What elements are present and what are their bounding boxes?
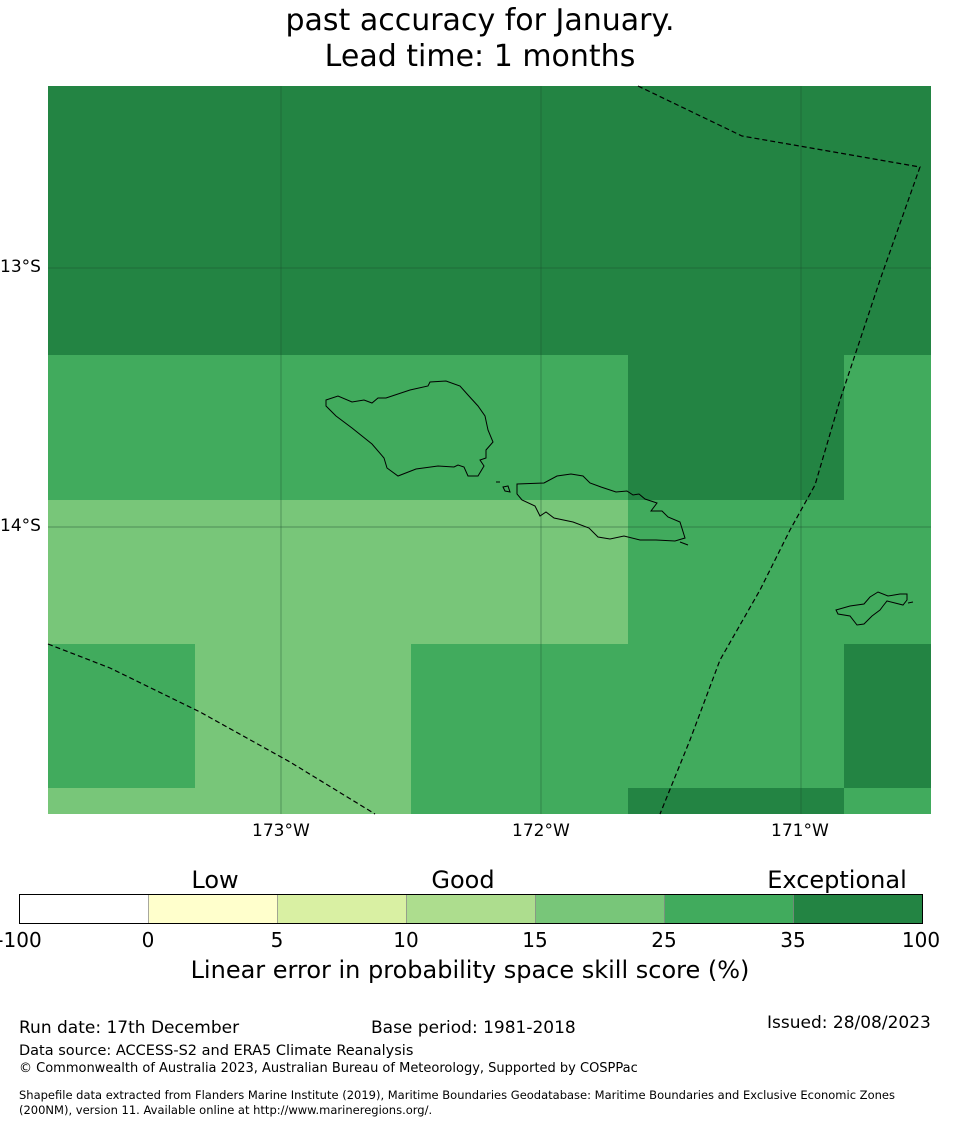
colorbar-swatch	[793, 894, 923, 924]
colorbar-swatch	[664, 894, 794, 924]
map-title-line-2: Lead time: 1 months	[324, 39, 636, 74]
skill-cell-exceptional	[48, 86, 931, 355]
skill-cell-exceptional	[844, 644, 931, 788]
colorbar-category-good: Good	[431, 866, 495, 894]
skill-cell-very-good	[48, 355, 628, 500]
colorbar-swatch	[535, 894, 665, 924]
issued-date: Issued: 28/08/2023	[767, 1013, 931, 1033]
skill-cell-good	[195, 644, 411, 788]
skill-cell-good	[48, 788, 411, 814]
skill-cell-very-good	[48, 644, 195, 788]
lon-label-172w: 172°W	[512, 821, 570, 841]
colorbar-swatch	[148, 894, 278, 924]
graticule	[48, 86, 931, 814]
tutuila-island-coastline	[835, 591, 908, 626]
skill-cell-very-good	[844, 788, 931, 814]
colorbar-tick: 5	[270, 928, 284, 952]
colorbar-tick: 25	[651, 928, 677, 952]
skill-cell-exceptional	[628, 355, 844, 500]
skill-cell-good	[48, 500, 628, 644]
colorbar-outline	[19, 894, 923, 924]
skill-map	[47, 85, 931, 815]
colorbar-tick: 10	[393, 928, 419, 952]
eez-boundary-southwest	[47, 643, 376, 815]
shapefile-credit-line-2: (200NM), version 11. Available online at…	[19, 1103, 433, 1117]
base-period: Base period: 1981-2018	[371, 1018, 576, 1038]
colorbar-tick: 35	[780, 928, 806, 952]
lat-label-14s: 14°S	[0, 516, 41, 536]
colorbar-tick: 100	[901, 928, 941, 952]
copyright-notice: © Commonwealth of Australia 2023, Austra…	[19, 1061, 638, 1076]
skill-cell-exceptional	[628, 788, 844, 814]
map-title-line-1: past accuracy for January.	[285, 3, 675, 38]
colorbar-swatch	[19, 894, 149, 924]
run-date: Run date: 17th December	[19, 1018, 240, 1038]
colorbar-tick: -100	[0, 928, 42, 952]
lon-label-173w: 173°W	[252, 821, 310, 841]
colorbar-label: Linear error in probability space skill …	[190, 956, 750, 984]
shapefile-credit-line-1: Shapefile data extracted from Flanders M…	[19, 1088, 895, 1102]
colorbar-tick: 15	[522, 928, 548, 952]
colorbar	[19, 894, 923, 924]
colorbar-swatch	[406, 894, 536, 924]
colorbar-category-exceptional: Exceptional	[767, 866, 907, 894]
skill-cell-very-good	[411, 644, 844, 788]
savaii-island-coastline	[325, 380, 494, 477]
eez-boundary-north	[637, 85, 921, 815]
skill-cell-very-good	[628, 500, 931, 644]
apolima-island-coastline	[502, 485, 511, 493]
lat-label-13s: 13°S	[0, 257, 41, 277]
aunuu-island-coastline	[907, 601, 914, 604]
colorbar-tick: 0	[141, 928, 155, 952]
upolu-east-islet	[679, 541, 689, 546]
lon-label-171w: 171°W	[771, 821, 829, 841]
data-source: Data source: ACCESS-S2 and ERA5 Climate …	[19, 1043, 414, 1059]
skill-grid-cells	[48, 86, 931, 814]
skill-cell-very-good	[411, 788, 628, 814]
colorbar-category-low: Low	[191, 866, 239, 894]
colorbar-swatch	[277, 894, 407, 924]
skill-cell-very-good	[844, 355, 931, 500]
upolu-island-coastline	[516, 473, 686, 542]
